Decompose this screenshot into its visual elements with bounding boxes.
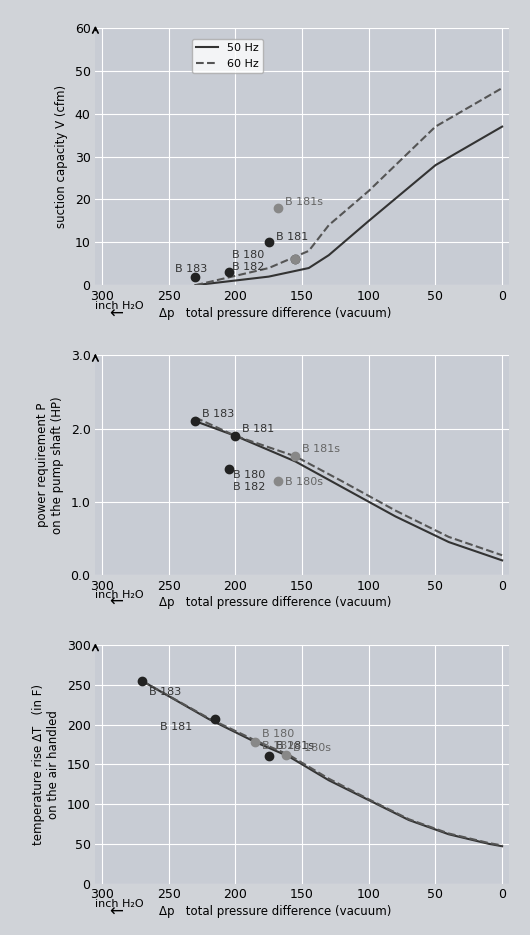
Text: B 181: B 181 [242, 424, 275, 434]
Text: B 183: B 183 [149, 687, 181, 697]
Text: inch H₂O: inch H₂O [95, 899, 144, 909]
Text: B 181s: B 181s [303, 444, 340, 454]
Text: Δp   total pressure difference (vacuum): Δp total pressure difference (vacuum) [159, 596, 391, 609]
Y-axis label: suction capacity V (cfm): suction capacity V (cfm) [55, 85, 68, 228]
Text: B 183: B 183 [202, 409, 235, 419]
Text: B 181: B 181 [276, 232, 308, 241]
Text: B 180
B 182: B 180 B 182 [262, 729, 295, 751]
Text: ←: ← [110, 304, 123, 323]
Text: inch H₂O: inch H₂O [95, 301, 144, 310]
Text: B 181s: B 181s [285, 197, 323, 208]
Y-axis label: temperature rise ΔT   (in F)
on the air handled: temperature rise ΔT (in F) on the air ha… [32, 683, 60, 845]
Legend: 50 Hz, 60 Hz: 50 Hz, 60 Hz [192, 38, 263, 73]
Text: ←: ← [110, 902, 123, 921]
Text: Δp   total pressure difference (vacuum): Δp total pressure difference (vacuum) [159, 905, 391, 918]
Text: B 180
B 182: B 180 B 182 [233, 470, 266, 492]
Text: Δp   total pressure difference (vacuum): Δp total pressure difference (vacuum) [159, 307, 391, 320]
Text: B 180s: B 180s [293, 742, 331, 753]
Text: B 181s: B 181s [276, 741, 314, 752]
Text: B 183: B 183 [174, 265, 207, 275]
Text: ←: ← [110, 593, 123, 611]
Text: inch H₂O: inch H₂O [95, 590, 144, 599]
Text: B 181: B 181 [160, 722, 192, 732]
Y-axis label: power requirement P
on the pump shaft (HP): power requirement P on the pump shaft (H… [36, 396, 64, 534]
Text: B 180
B 182: B 180 B 182 [232, 250, 264, 271]
Text: B 180s: B 180s [285, 478, 323, 487]
